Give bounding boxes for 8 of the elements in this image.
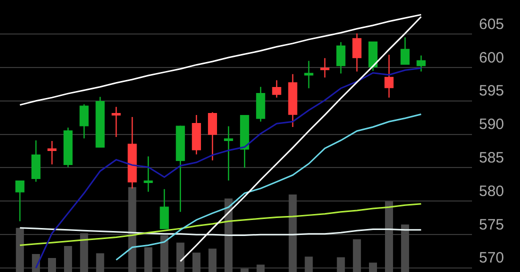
y-tick-label: 580 [479, 182, 504, 200]
y-tick-label: 600 [479, 49, 504, 66]
y-tick-label: 575 [479, 216, 504, 234]
y-tick-label: 595 [479, 82, 504, 100]
y-tick-label: 590 [479, 116, 504, 134]
y-tick-label: 605 [479, 16, 504, 33]
y-tick-label: 585 [479, 149, 504, 166]
y-tick-label: 570 [479, 250, 504, 267]
